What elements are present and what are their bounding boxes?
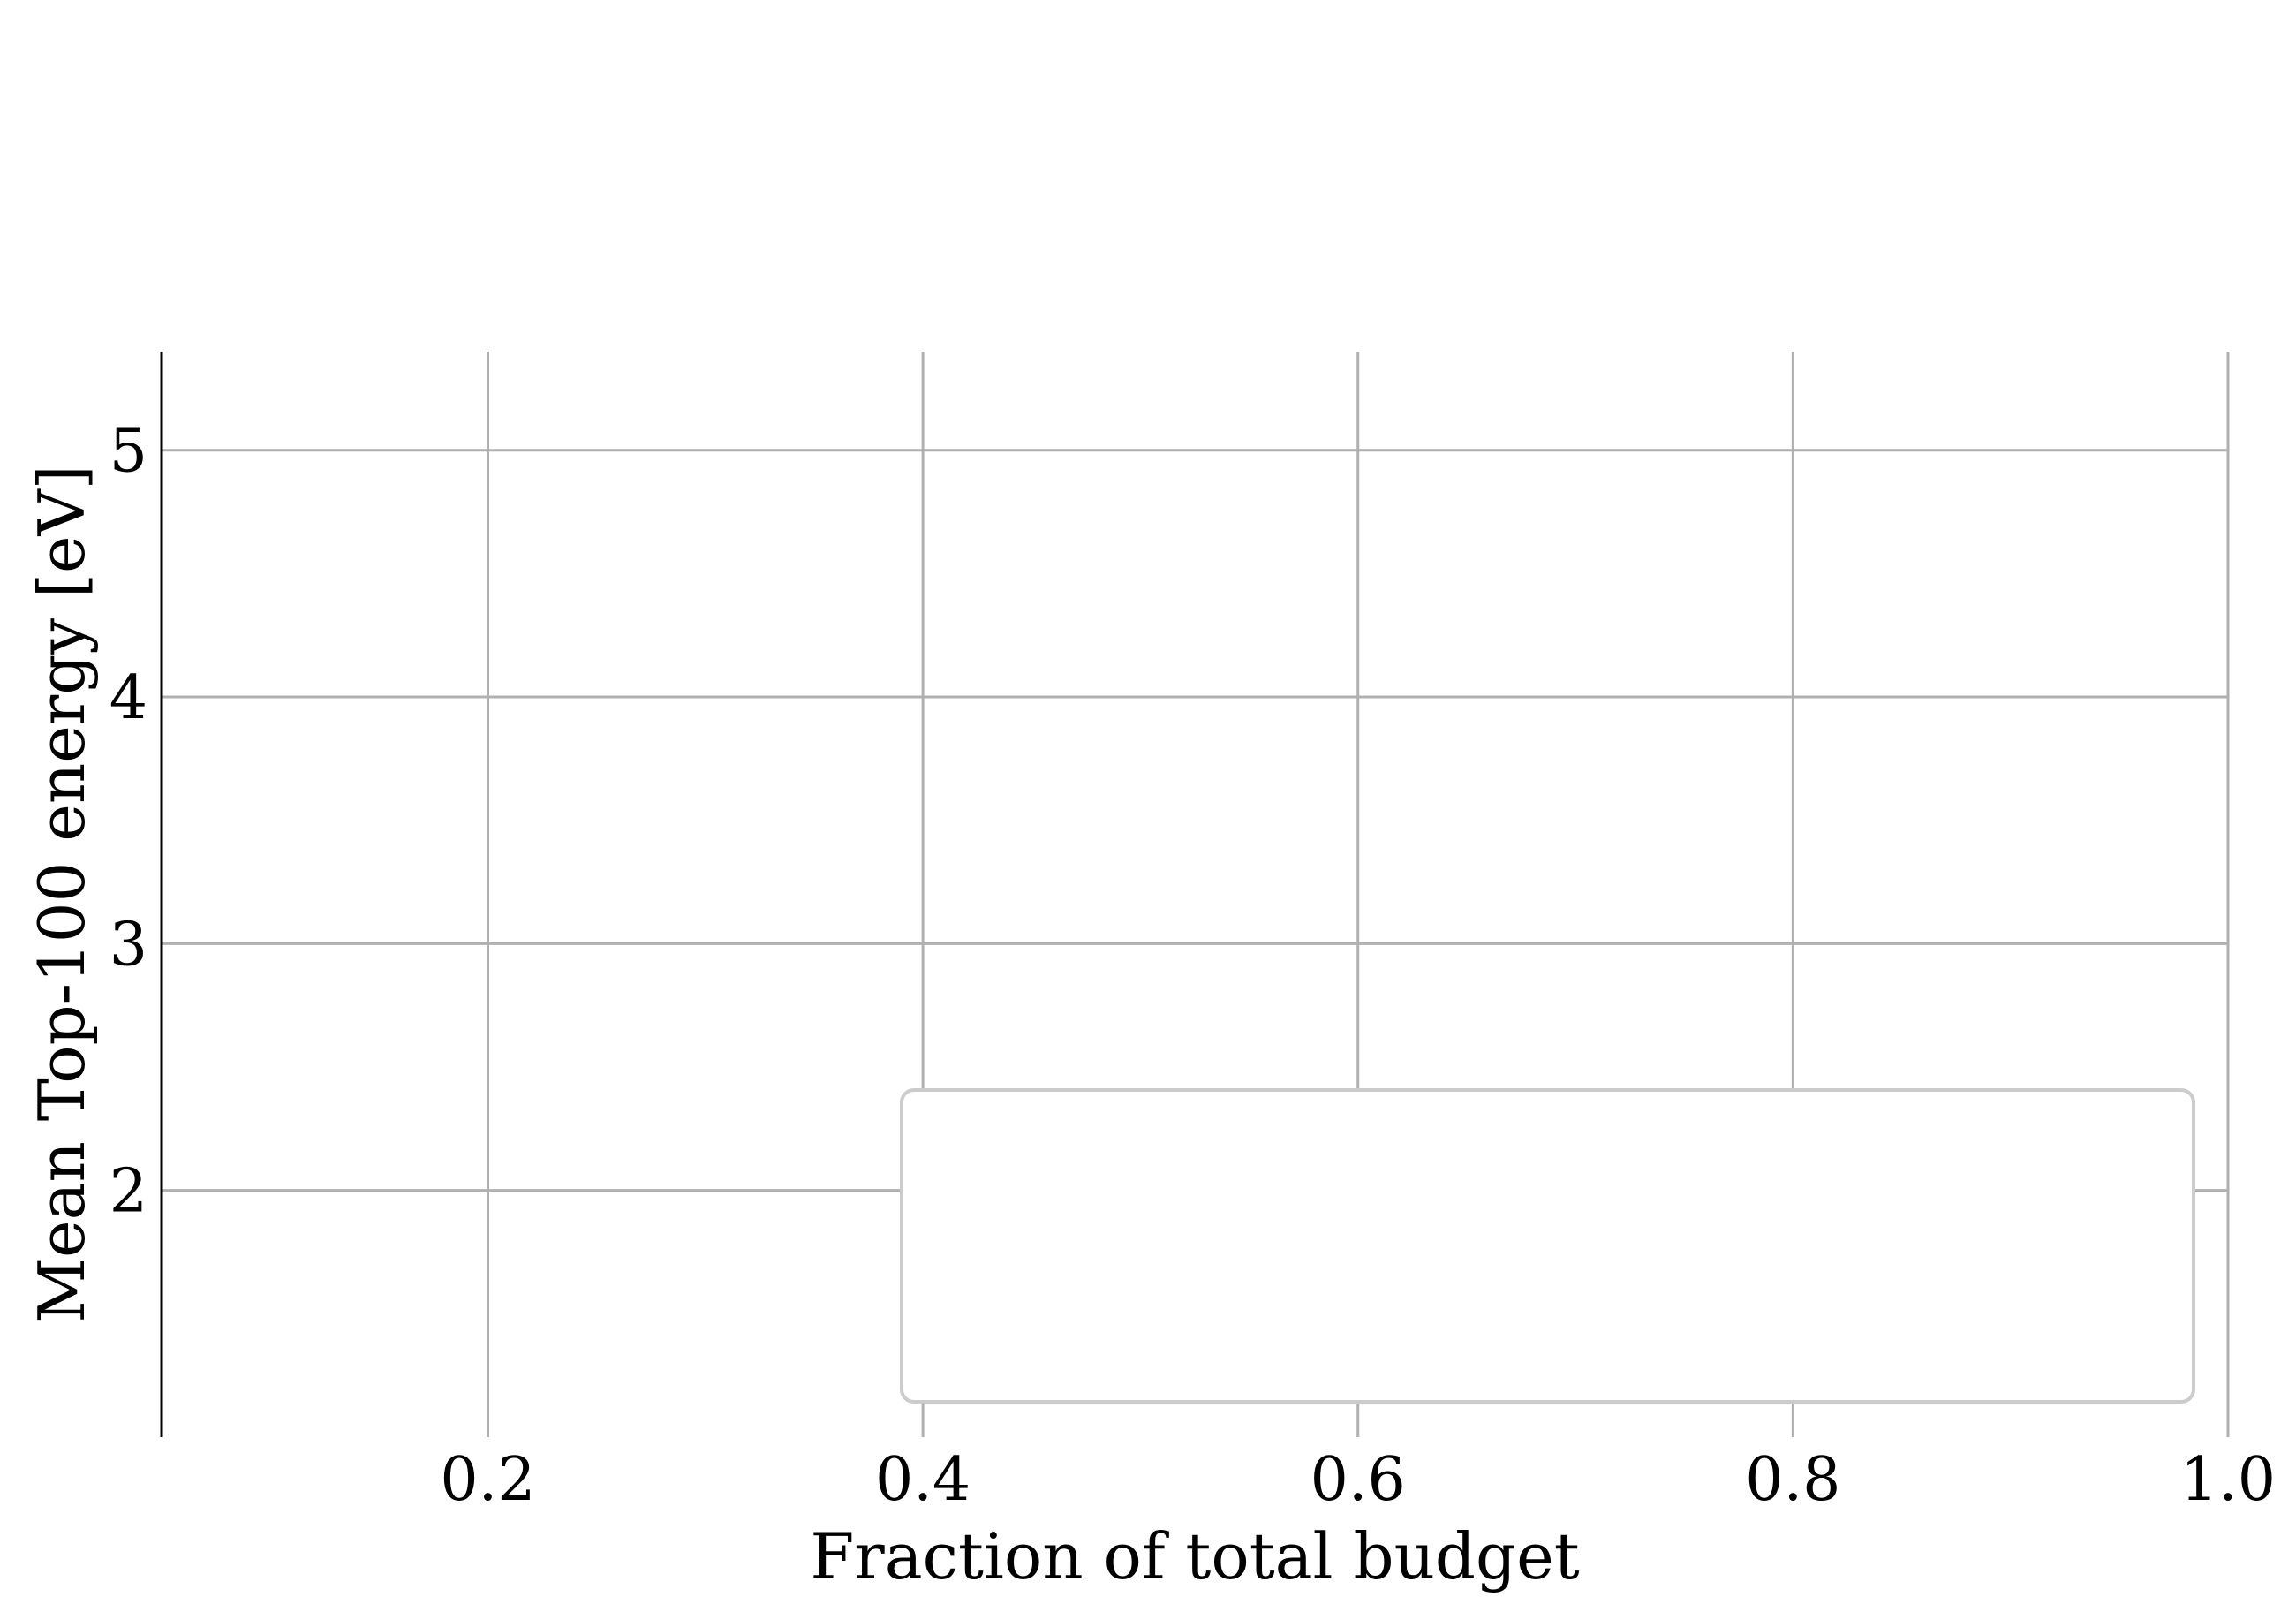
x-tick-label: 0.4 (875, 1445, 971, 1515)
x-tick-label: 0.8 (1745, 1445, 1840, 1515)
x-tick-label: 0.6 (1310, 1445, 1406, 1515)
y-tick-label: 4 (110, 663, 147, 733)
y-axis-title: Mean Top-100 energy [eV] (25, 465, 99, 1322)
y-tick-label: 2 (110, 1157, 147, 1227)
y-tick-label: 5 (110, 417, 147, 487)
x-axis-title: Fraction of total budget (810, 1519, 1579, 1593)
legend (900, 1088, 2195, 1404)
y-gridlines (162, 449, 2228, 1192)
x-tick-label: 0.2 (440, 1445, 535, 1515)
x-tick-label: 1.0 (2180, 1445, 2276, 1515)
x-tick-labels: 0.2 0.4 0.6 0.8 1.0 (440, 1445, 2276, 1515)
y-tick-label: 3 (110, 910, 147, 980)
y-tick-labels: 2 3 4 5 (110, 417, 147, 1227)
